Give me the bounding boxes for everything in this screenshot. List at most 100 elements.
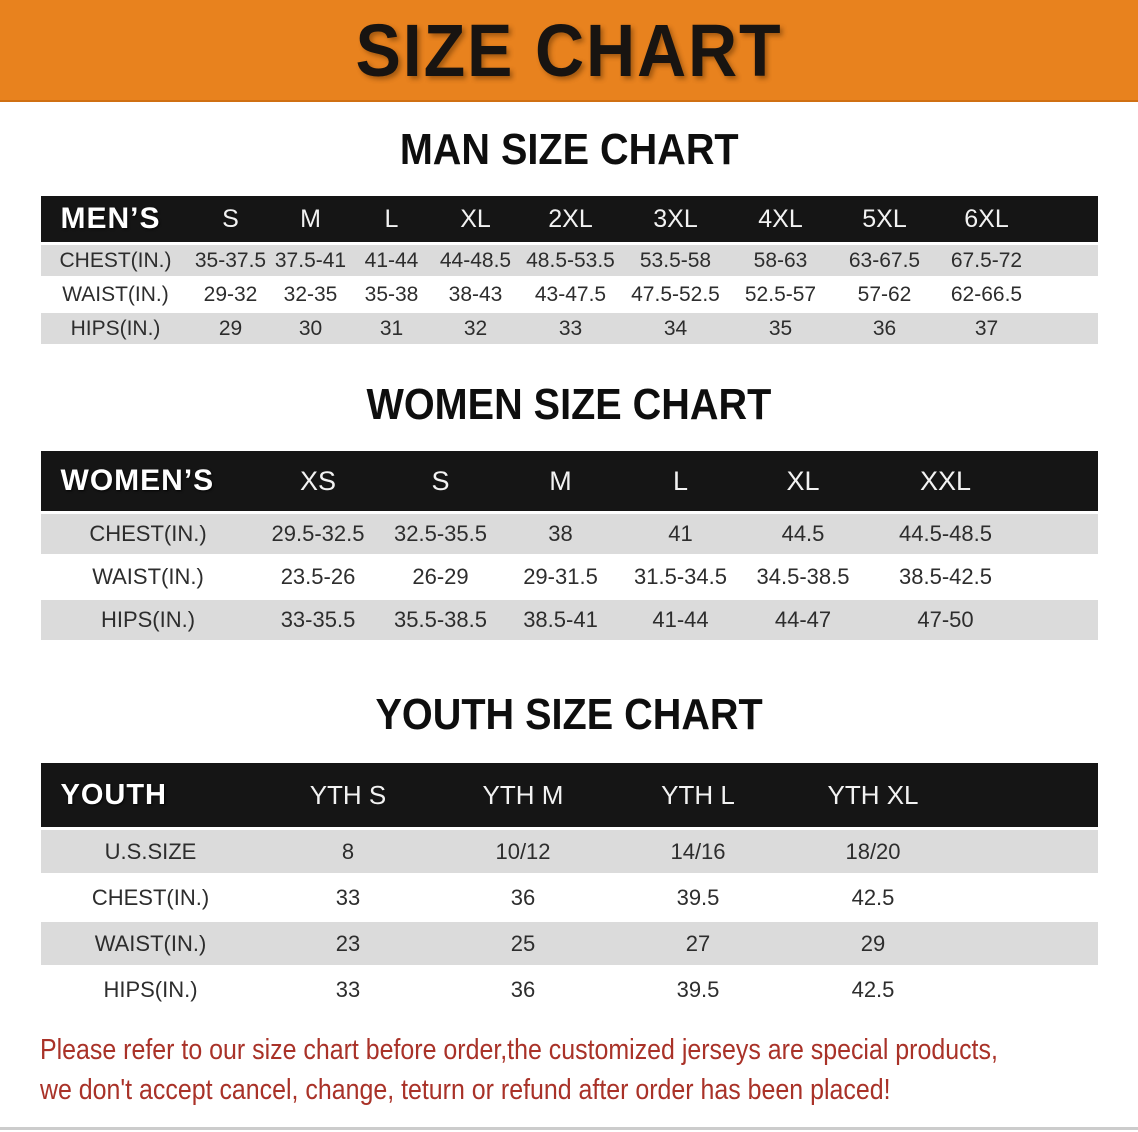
row-filler — [960, 968, 1098, 1011]
cell: 48.5-53.5 — [518, 245, 623, 276]
youth-size-header: YTH L — [610, 763, 786, 827]
cell: 8 — [260, 830, 436, 873]
disclaimer-note: Please refer to our size chart before or… — [40, 1030, 1138, 1110]
row-label: HIPS(IN.) — [40, 968, 261, 1011]
men-size-header: M — [270, 196, 351, 242]
row-filler — [1025, 600, 1098, 640]
cell: 37 — [936, 313, 1037, 344]
men-section-heading: MAN SIZE CHART — [0, 126, 1138, 174]
women-section-heading-text: WOMEN SIZE CHART — [366, 380, 772, 429]
youth-size-header: YTH S — [260, 763, 436, 827]
row-filler — [960, 922, 1098, 965]
row-filler — [1036, 313, 1098, 344]
cell: 62-66.5 — [936, 279, 1037, 310]
disclaimer-line-1: Please refer to our size chart before or… — [40, 1034, 998, 1066]
disclaimer-line-2: we don't accept cancel, change, teturn o… — [40, 1074, 891, 1106]
cell: 38.5-41 — [500, 600, 621, 640]
men-size-header: S — [190, 196, 271, 242]
cell: 44-47 — [740, 600, 866, 640]
cell: 29 — [785, 922, 961, 965]
women-section-heading: WOMEN SIZE CHART — [0, 381, 1138, 429]
row-label: CHEST(IN.) — [40, 876, 261, 919]
women-size-header: S — [380, 451, 501, 511]
youth-size-header: YTH M — [435, 763, 611, 827]
cell: 43-47.5 — [518, 279, 623, 310]
cell: 42.5 — [785, 876, 961, 919]
cell: 10/12 — [435, 830, 611, 873]
youth-chest-row: CHEST(IN.) 33 36 39.5 42.5 — [40, 876, 1098, 919]
women-hips-row: HIPS(IN.) 33-35.5 35.5-38.5 38.5-41 41-4… — [40, 600, 1098, 640]
cell: 53.5-58 — [622, 245, 729, 276]
men-size-header: XL — [432, 196, 519, 242]
cell: 31 — [350, 313, 433, 344]
cell: 47.5-52.5 — [622, 279, 729, 310]
header-filler — [1036, 196, 1098, 242]
row-filler — [1025, 557, 1098, 597]
cell: 37.5-41 — [270, 245, 351, 276]
women-size-header: XXL — [865, 451, 1026, 511]
women-chest-row: CHEST(IN.) 29.5-32.5 32.5-35.5 38 41 44.… — [40, 514, 1098, 554]
women-size-table: WOMEN’S XS S M L XL XXL CHEST(IN.) 29.5-… — [40, 448, 1098, 643]
youth-section-heading: YOUTH SIZE CHART — [0, 691, 1138, 739]
cell: 57-62 — [832, 279, 937, 310]
cell: 44.5-48.5 — [865, 514, 1026, 554]
cell: 38 — [500, 514, 621, 554]
women-header-row: WOMEN’S XS S M L XL XXL — [40, 451, 1098, 511]
cell: 63-67.5 — [832, 245, 937, 276]
cell: 39.5 — [610, 968, 786, 1011]
cell: 33 — [518, 313, 623, 344]
bottom-divider — [0, 1127, 1138, 1130]
men-size-header: 5XL — [832, 196, 937, 242]
cell: 33 — [260, 876, 436, 919]
cell: 36 — [435, 968, 611, 1011]
cell: 67.5-72 — [936, 245, 1037, 276]
cell: 23.5-26 — [255, 557, 381, 597]
women-table-title: WOMEN’S — [40, 451, 256, 511]
row-label: WAIST(IN.) — [40, 279, 191, 310]
row-filler — [960, 830, 1098, 873]
cell: 44-48.5 — [432, 245, 519, 276]
cell: 32-35 — [270, 279, 351, 310]
cell: 25 — [435, 922, 611, 965]
youth-header-row: YOUTH YTH S YTH M YTH L YTH XL — [40, 763, 1098, 827]
cell: 41-44 — [350, 245, 433, 276]
men-size-header: 6XL — [936, 196, 1037, 242]
men-section-heading-text: MAN SIZE CHART — [399, 125, 739, 174]
page-title: SIZE CHART — [355, 8, 783, 92]
cell: 26-29 — [380, 557, 501, 597]
row-label: U.S.SIZE — [40, 830, 261, 873]
youth-ussize-row: U.S.SIZE 8 10/12 14/16 18/20 — [40, 830, 1098, 873]
cell: 29.5-32.5 — [255, 514, 381, 554]
youth-size-table: YOUTH YTH S YTH M YTH L YTH XL U.S.SIZE … — [40, 760, 1098, 1014]
youth-table-title: YOUTH — [40, 763, 261, 827]
men-waist-row: WAIST(IN.) 29-32 32-35 35-38 38-43 43-47… — [40, 279, 1098, 310]
row-filler — [1025, 514, 1098, 554]
men-table-title: MEN’S — [40, 196, 191, 242]
row-label: CHEST(IN.) — [40, 245, 191, 276]
cell: 33-35.5 — [255, 600, 381, 640]
cell: 32.5-35.5 — [380, 514, 501, 554]
cell: 47-50 — [865, 600, 1026, 640]
cell: 32 — [432, 313, 519, 344]
row-label: HIPS(IN.) — [40, 600, 256, 640]
cell: 34 — [622, 313, 729, 344]
youth-hips-row: HIPS(IN.) 33 36 39.5 42.5 — [40, 968, 1098, 1011]
women-size-header: XS — [255, 451, 381, 511]
cell: 33 — [260, 968, 436, 1011]
cell: 29-32 — [190, 279, 271, 310]
header-filler — [960, 763, 1098, 827]
men-size-table: MEN’S S M L XL 2XL 3XL 4XL 5XL 6XL CHEST… — [40, 193, 1098, 347]
row-label: HIPS(IN.) — [40, 313, 191, 344]
header-filler — [1025, 451, 1098, 511]
cell: 58-63 — [728, 245, 833, 276]
women-size-header: M — [500, 451, 621, 511]
cell: 31.5-34.5 — [620, 557, 741, 597]
row-filler — [1036, 245, 1098, 276]
row-filler — [960, 876, 1098, 919]
cell: 14/16 — [610, 830, 786, 873]
row-label: WAIST(IN.) — [40, 922, 261, 965]
cell: 41-44 — [620, 600, 741, 640]
men-hips-row: HIPS(IN.) 29 30 31 32 33 34 35 36 37 — [40, 313, 1098, 344]
row-filler — [1036, 279, 1098, 310]
